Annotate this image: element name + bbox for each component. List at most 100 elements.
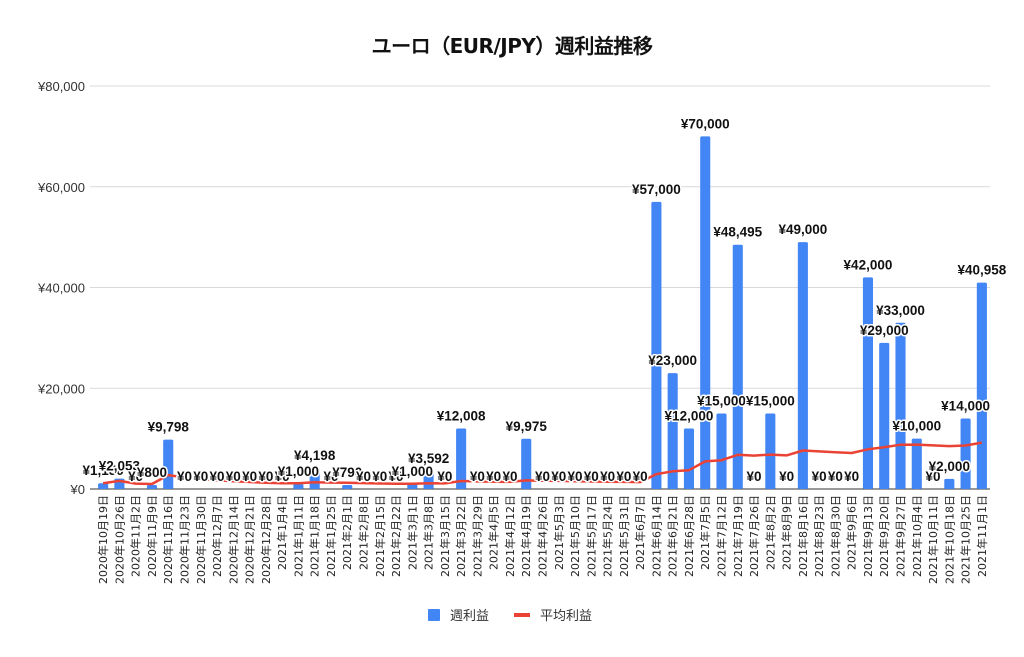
data-label: ¥0: [242, 469, 257, 484]
data-label: ¥48,495: [713, 225, 762, 240]
x-tick-label: 2021年6月21日: [666, 495, 680, 577]
data-label: ¥0: [747, 469, 762, 484]
y-tick-label: ¥80,000: [37, 79, 85, 94]
x-tick-label: 2021年2月8日: [357, 495, 371, 570]
bar: [342, 485, 353, 489]
data-label: ¥2,000: [929, 459, 970, 474]
x-tick-label: 2021年10月25日: [959, 495, 973, 584]
bar: [879, 342, 890, 489]
x-tick-label: 2021年10月18日: [942, 495, 956, 584]
y-tick-label: ¥40,000: [37, 281, 85, 296]
x-tick-label: 2021年9月20日: [877, 495, 891, 577]
x-tick-label: 2021年4月26日: [536, 495, 550, 577]
x-tick-label: 2021年9月27日: [894, 495, 908, 577]
bar: [960, 418, 971, 489]
x-tick-label: 2020年10月19日: [96, 495, 110, 584]
data-label: ¥0: [356, 469, 371, 484]
bar: [700, 136, 711, 489]
legend-swatch-weekly-profit: [428, 609, 440, 621]
bar: [862, 277, 873, 489]
x-tick-label: 2021年7月5日: [698, 495, 712, 570]
data-label: ¥0: [844, 469, 859, 484]
x-tick-label: 2021年9月13日: [861, 495, 875, 577]
y-tick-label: ¥20,000: [37, 381, 85, 396]
data-label: ¥0: [600, 469, 615, 484]
data-label: ¥0: [926, 469, 941, 484]
y-axis: ¥0 ¥20,000 ¥40,000 ¥60,000 ¥80,000: [37, 79, 85, 497]
x-tick-label: 2021年10月4日: [910, 495, 924, 577]
data-label: ¥0: [389, 469, 404, 484]
x-tick-label: 2021年2月15日: [373, 495, 387, 577]
x-tick-label: 2021年7月12日: [715, 495, 729, 577]
bar: [911, 438, 922, 489]
data-label: ¥9,798: [148, 420, 190, 435]
data-label: ¥0: [323, 469, 338, 484]
gridlines: [90, 85, 990, 490]
x-tick-label: 2020年11月30日: [194, 495, 208, 584]
x-tick-label: 2021年1月25日: [324, 495, 338, 577]
data-label: ¥12,008: [437, 409, 486, 424]
data-label: ¥23,000: [648, 353, 697, 368]
y-tick-label: ¥60,000: [37, 180, 85, 195]
legend-swatch-average-profit: [514, 613, 530, 617]
x-axis: 2020年10月19日 2020年10月26日 2020年11月2日 2020年11月…: [96, 495, 989, 584]
x-tick-label: 2020年11月23日: [178, 495, 192, 584]
data-label: ¥42,000: [844, 257, 893, 272]
x-tick-label: 2021年1月18日: [308, 495, 322, 577]
data-label: ¥800: [137, 465, 167, 480]
x-tick-label: 2020年11月16日: [161, 495, 175, 584]
x-tick-label: 2021年2月1日: [340, 495, 354, 570]
data-label: ¥0: [616, 469, 631, 484]
data-label: ¥15,000: [697, 393, 746, 408]
bar: [456, 428, 467, 489]
x-tick-label: 2021年3月8日: [422, 495, 436, 570]
legend-label-weekly-profit: 週利益: [450, 609, 489, 624]
data-label: ¥0: [633, 469, 648, 484]
data-label: ¥1,150: [82, 463, 123, 478]
bar: [667, 373, 678, 489]
y-tick-label: ¥0: [70, 482, 85, 497]
bar: [944, 478, 955, 489]
bar: [98, 483, 109, 489]
data-label: ¥49,000: [778, 222, 827, 237]
x-tick-label: 2021年8月16日: [796, 495, 810, 577]
x-tick-label: 2021年2月22日: [389, 495, 403, 577]
bar: [651, 201, 662, 490]
x-tick-label: 2021年3月1日: [405, 495, 419, 570]
x-tick-label: 2021年3月15日: [438, 495, 452, 577]
legend: 週利益 平均利益: [428, 609, 592, 624]
bar: [407, 483, 418, 489]
x-tick-label: 2020年11月9日: [145, 495, 159, 577]
data-label: ¥2,053: [99, 459, 141, 474]
data-label: ¥0: [779, 469, 794, 484]
line-series-average-profit: [102, 441, 983, 486]
data-label: ¥0: [486, 469, 501, 484]
x-tick-label: 2021年8月23日: [812, 495, 826, 577]
data-label: ¥70,000: [681, 116, 730, 131]
x-tick-label: 2021年5月3日: [552, 495, 566, 570]
data-label: ¥0: [193, 469, 208, 484]
x-tick-label: 2021年3月22日: [454, 495, 468, 577]
data-label: ¥0: [275, 469, 290, 484]
data-label: ¥790: [332, 465, 362, 480]
x-tick-label: 2021年7月26日: [747, 495, 761, 577]
data-label: ¥15,000: [746, 393, 795, 408]
x-tick-label: 2020年12月28日: [259, 495, 273, 584]
bar: [683, 428, 694, 489]
data-label: ¥33,000: [876, 303, 925, 318]
bar: [146, 484, 157, 489]
bar: [716, 413, 727, 489]
data-label: ¥40,958: [957, 263, 1006, 278]
data-label: ¥0: [568, 469, 583, 484]
bar: [765, 413, 776, 489]
data-label: ¥0: [258, 469, 273, 484]
x-tick-label: 2021年4月5日: [487, 495, 501, 570]
bar: [293, 483, 304, 489]
chart-title: ユーロ（EUR/JPY）週利益推移: [371, 34, 653, 58]
x-tick-label: 2021年5月24日: [601, 495, 615, 577]
bar: [797, 242, 808, 489]
x-tick-label: 2021年8月9日: [780, 495, 794, 570]
legend-label-average-profit: 平均利益: [540, 609, 592, 624]
x-tick-label: 2021年4月12日: [503, 495, 517, 577]
